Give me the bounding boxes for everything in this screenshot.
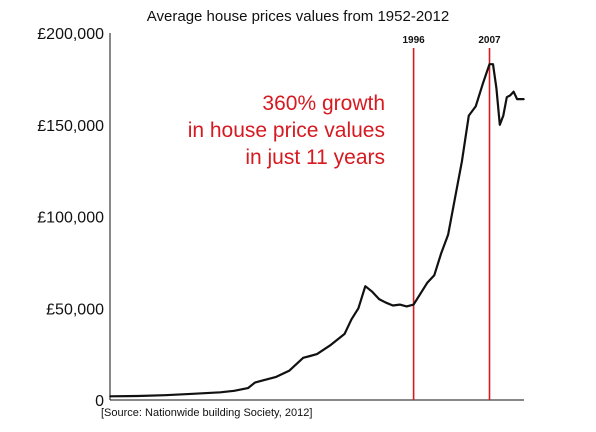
data-point	[136, 395, 139, 397]
data-point	[192, 393, 194, 395]
data-point	[412, 303, 415, 306]
chart-title: Average house prices values from 1952-20…	[147, 8, 449, 25]
data-point	[330, 344, 332, 346]
data-point	[454, 197, 456, 199]
data-point	[357, 307, 360, 310]
y-tick-label: £150,000	[37, 118, 104, 135]
annotation-line-3: in just 11 years	[245, 146, 385, 169]
data-point	[433, 274, 436, 277]
data-point	[523, 98, 525, 100]
data-point	[233, 390, 235, 392]
y-tick-label: £100,000	[37, 210, 104, 227]
data-point	[468, 114, 470, 117]
data-point	[343, 333, 346, 335]
data-point	[519, 98, 522, 100]
data-point	[109, 395, 111, 398]
growth-annotation: 360% growth in house price values in jus…	[188, 92, 385, 169]
data-point	[502, 114, 505, 117]
data-point	[316, 353, 318, 355]
data-point	[474, 105, 477, 108]
data-point	[506, 96, 508, 98]
source-note: [Source: Nationwide building Society, 20…	[101, 407, 312, 419]
data-point	[495, 87, 498, 89]
event-markers: 1996 2007	[402, 35, 501, 400]
data-point	[492, 63, 494, 65]
data-point	[419, 292, 422, 295]
y-tick-label: 0	[95, 393, 104, 410]
data-point	[488, 63, 491, 65]
data-point	[261, 379, 263, 382]
data-point	[447, 234, 449, 236]
data-point	[405, 305, 408, 308]
data-point	[378, 298, 380, 300]
data-point	[512, 90, 515, 93]
data-point	[499, 124, 501, 126]
y-tick-label: £50,000	[46, 301, 104, 318]
data-point	[426, 281, 429, 284]
data-point	[440, 252, 443, 254]
data-point	[516, 98, 518, 100]
data-point	[371, 290, 374, 293]
data-point	[219, 391, 222, 394]
data-point	[461, 160, 463, 163]
data-point	[302, 357, 305, 359]
data-point	[385, 301, 387, 304]
series-points	[109, 63, 525, 398]
event-label: 1996	[402, 35, 425, 46]
data-point	[399, 303, 401, 306]
data-point	[350, 318, 353, 321]
y-tick-labels: 0 £50,000 £100,000 £150,000 £200,000	[37, 26, 104, 410]
data-point	[164, 394, 166, 397]
annotation-line-1: 360% growth	[262, 92, 385, 115]
annotation-line-2: in house price values	[188, 119, 385, 142]
y-tick-label: £200,000	[37, 26, 104, 43]
data-point	[254, 381, 256, 384]
data-point	[481, 83, 484, 86]
data-point	[509, 94, 512, 97]
event-label: 2007	[478, 35, 501, 46]
data-point	[288, 369, 291, 372]
data-point	[364, 285, 367, 288]
data-point	[274, 376, 277, 378]
data-point	[392, 304, 394, 307]
data-point	[309, 355, 311, 357]
data-point	[247, 387, 249, 389]
